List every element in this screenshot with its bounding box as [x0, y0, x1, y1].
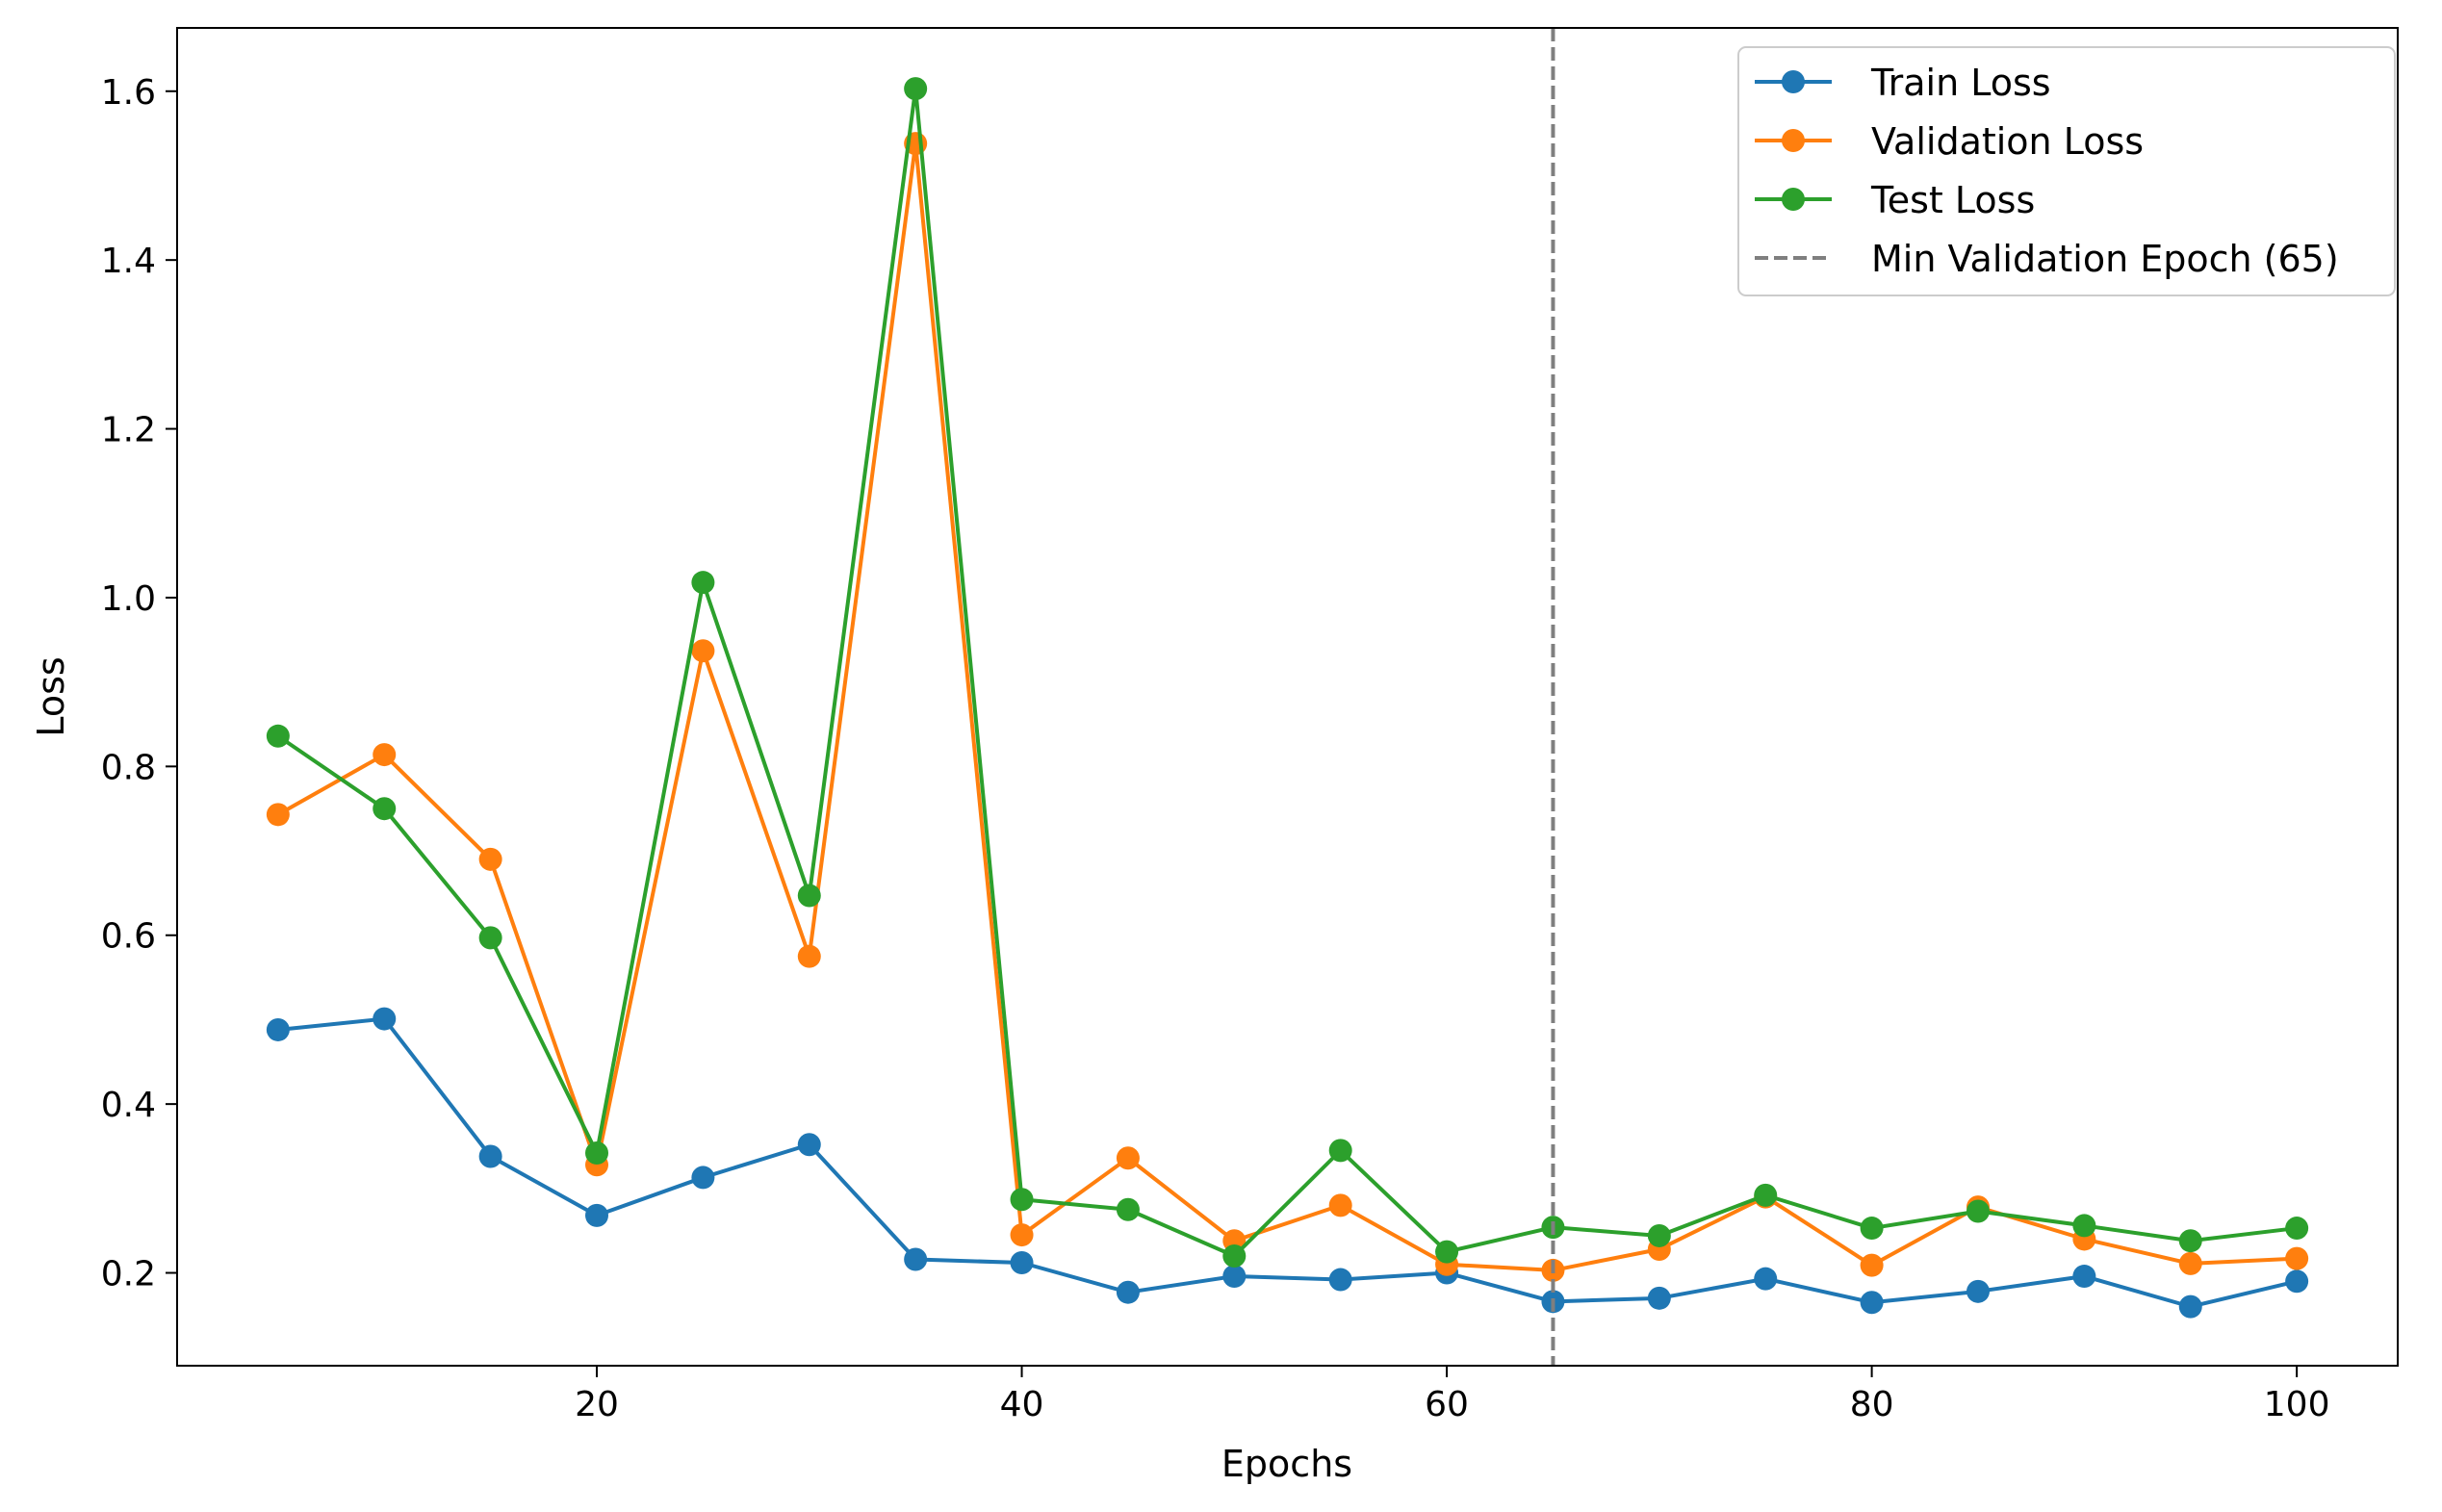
legend-label-train: Train Loss — [1870, 62, 2051, 104]
point-train-loss-25 — [691, 1166, 715, 1190]
point-train-loss-55 — [1328, 1268, 1352, 1292]
point-test-loss-15 — [478, 926, 502, 950]
y-tick-label-4: 1.0 — [101, 579, 156, 619]
point-validation-loss-10 — [373, 743, 397, 767]
series-line-test-loss — [276, 87, 2298, 1258]
y-tick-label-3: 0.8 — [101, 748, 156, 787]
point-test-loss-85 — [1966, 1199, 1990, 1223]
x-tick-label-60: 60 — [1425, 1385, 1469, 1424]
point-validation-loss-15 — [478, 847, 502, 871]
point-train-loss-20 — [585, 1203, 609, 1227]
point-test-loss-75 — [1754, 1183, 1778, 1207]
x-tick-label-100: 100 — [2264, 1385, 2330, 1424]
point-test-loss-20 — [585, 1141, 609, 1166]
point-train-loss-95 — [2178, 1294, 2202, 1319]
x-tick-label-40: 40 — [1000, 1385, 1044, 1424]
point-test-loss-50 — [1222, 1243, 1247, 1268]
point-validation-loss-95 — [2178, 1251, 2202, 1275]
point-validation-loss-25 — [691, 639, 715, 663]
chart-marks — [266, 28, 2309, 1366]
y-tick-label-5: 1.2 — [101, 411, 156, 450]
legend-label-test: Test Loss — [1870, 179, 2035, 221]
series-line-train-loss — [277, 1016, 2298, 1309]
point-test-loss-40 — [1010, 1188, 1034, 1212]
point-validation-loss-80 — [1860, 1253, 1884, 1277]
point-test-loss-60 — [1435, 1240, 1459, 1264]
y-axis-label: Loss — [30, 656, 72, 736]
point-validation-loss-5 — [266, 803, 290, 827]
y-tick-label-2: 0.6 — [101, 917, 156, 957]
point-test-loss-45 — [1116, 1197, 1140, 1221]
plot-frame — [176, 27, 2399, 1367]
legend-marker-test — [1782, 188, 1805, 211]
point-validation-loss-55 — [1328, 1193, 1352, 1217]
point-train-loss-10 — [373, 1007, 397, 1031]
point-test-loss-30 — [797, 884, 821, 908]
point-test-loss-80 — [1860, 1217, 1884, 1241]
series-line-validation-loss — [276, 141, 2298, 1272]
point-train-loss-80 — [1860, 1291, 1884, 1315]
y-axis: 0.2 0.4 0.6 0.8 1.0 1.2 1.4 1.6 — [101, 73, 177, 1294]
point-test-loss-25 — [691, 571, 715, 595]
point-train-loss-90 — [2072, 1265, 2096, 1289]
legend-label-validation: Validation Loss — [1871, 120, 2144, 163]
y-tick-label-1: 0.4 — [101, 1086, 156, 1125]
x-axis-label: Epochs — [1221, 1443, 1352, 1485]
point-train-loss-35 — [904, 1247, 928, 1271]
point-test-loss-55 — [1328, 1139, 1352, 1163]
legend-marker-train — [1782, 70, 1805, 93]
point-validation-loss-100 — [2285, 1246, 2309, 1270]
point-train-loss-40 — [1010, 1251, 1034, 1275]
point-test-loss-10 — [373, 797, 397, 821]
legend-box — [1737, 46, 2396, 296]
legend-marker-validation — [1782, 129, 1805, 152]
point-validation-loss-45 — [1116, 1146, 1140, 1170]
x-tick-label-20: 20 — [575, 1385, 619, 1424]
point-train-loss-30 — [797, 1133, 821, 1157]
point-train-loss-85 — [1966, 1279, 1990, 1303]
y-tick-label-7: 1.6 — [101, 73, 156, 113]
y-tick-label-0: 0.2 — [101, 1255, 156, 1294]
point-train-loss-45 — [1116, 1280, 1140, 1304]
point-train-loss-15 — [478, 1144, 502, 1168]
point-train-loss-70 — [1647, 1286, 1671, 1310]
point-test-loss-35 — [904, 77, 928, 101]
legend: Train Loss Validation Loss Test Loss Min… — [1737, 46, 2396, 296]
y-tick-label-6: 1.4 — [101, 242, 156, 281]
point-test-loss-5 — [266, 724, 290, 748]
point-validation-loss-40 — [1010, 1223, 1034, 1247]
point-train-loss-100 — [2285, 1269, 2309, 1294]
point-train-loss-75 — [1754, 1267, 1778, 1291]
x-axis: 20 40 60 80 100 — [575, 1366, 2329, 1424]
point-train-loss-5 — [266, 1017, 290, 1041]
legend-label-min-validation: Min Validation Epoch (65) — [1871, 238, 2339, 280]
point-train-loss-50 — [1222, 1265, 1247, 1289]
point-test-loss-70 — [1647, 1223, 1671, 1247]
point-test-loss-90 — [2072, 1214, 2096, 1238]
point-test-loss-95 — [2178, 1229, 2202, 1253]
x-tick-label-80: 80 — [1850, 1385, 1894, 1424]
point-test-loss-100 — [2285, 1217, 2309, 1241]
point-validation-loss-30 — [797, 944, 821, 968]
